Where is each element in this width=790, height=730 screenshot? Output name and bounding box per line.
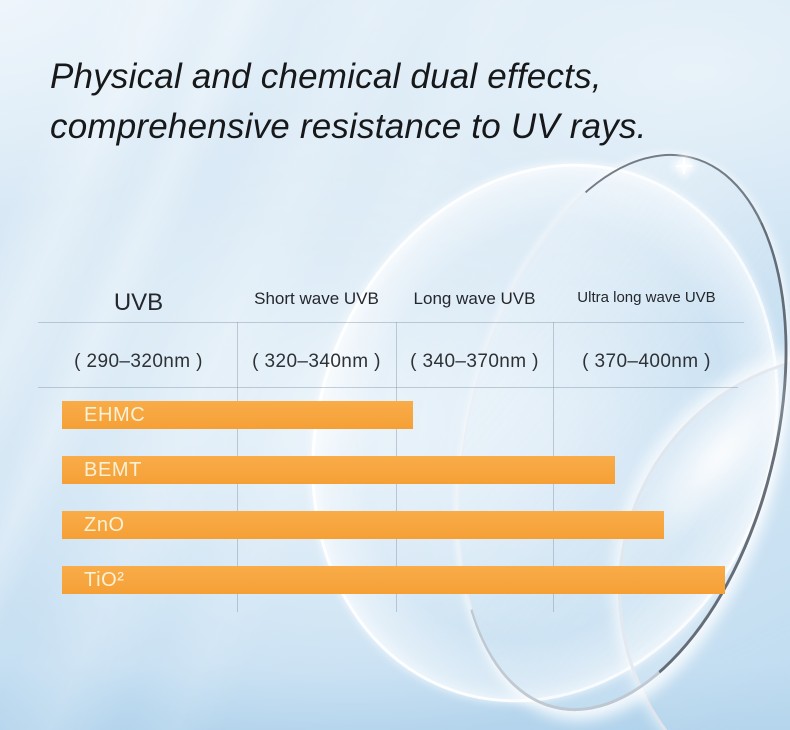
page-title-line2: comprehensive resistance to UV rays. xyxy=(50,107,647,146)
column-range-1: ( 290–320nm ) xyxy=(74,351,203,372)
bar-tio: TiO² xyxy=(62,566,725,594)
column-header-1: UVB xyxy=(113,289,164,316)
bar-label: EHMC xyxy=(84,403,146,426)
column-range-4: ( 370–400nm ) xyxy=(582,351,711,372)
table-rule-bottom xyxy=(38,387,738,388)
table-rule-top xyxy=(38,322,744,323)
bar-label: ZnO xyxy=(84,513,125,536)
bar-ehmc: EHMC xyxy=(62,401,413,429)
page-title-line1: Physical and chemical dual effects, xyxy=(50,57,602,96)
column-header-4: Ultra long wave UVB xyxy=(577,289,716,306)
bar-label: BEMT xyxy=(84,458,142,481)
bar-bemt: BEMT xyxy=(62,456,615,484)
page-title: Physical and chemical dual effects, comp… xyxy=(50,52,647,152)
column-range-3: ( 340–370nm ) xyxy=(410,351,539,372)
column-header-3: Long wave UVB xyxy=(413,289,536,308)
bar-zno: ZnO xyxy=(62,511,664,539)
column-range-2: ( 320–340nm ) xyxy=(252,351,381,372)
column-header-2: Short wave UVB xyxy=(254,289,379,308)
bar-label: TiO² xyxy=(84,568,125,591)
